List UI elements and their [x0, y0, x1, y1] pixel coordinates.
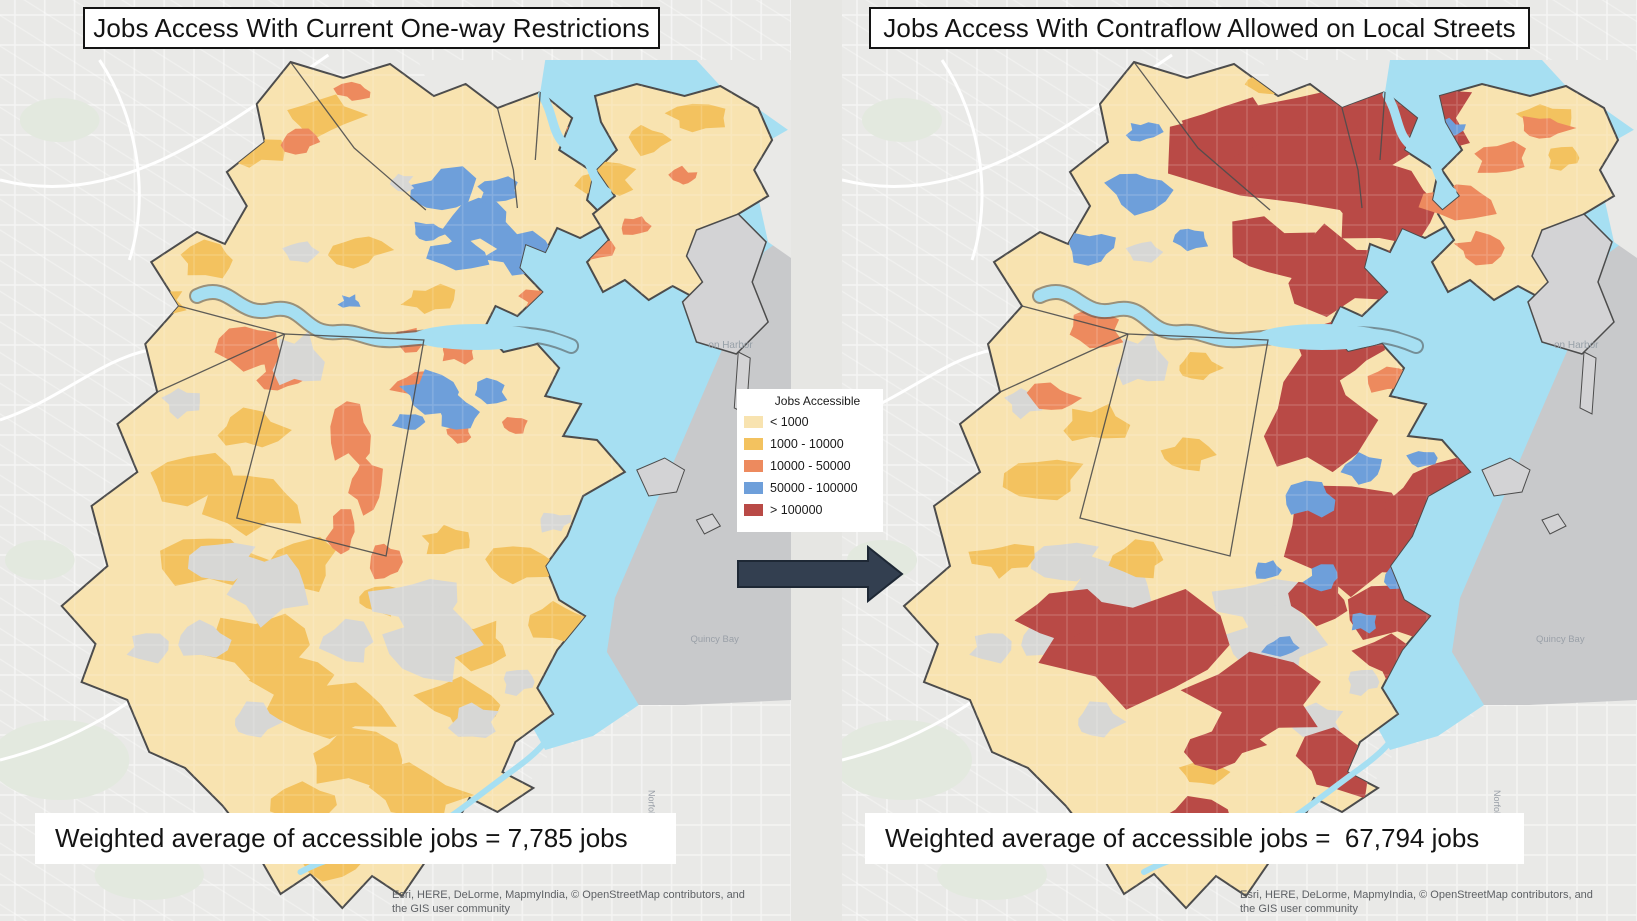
harbor-label: on Harbor [708, 340, 753, 351]
legend-label: > 100000 [770, 503, 823, 517]
map-right-canvas: on Harbor Quincy Bay Norfolk [842, 0, 1637, 921]
left-map-caption-text: Weighted average of accessible jobs = 7,… [55, 823, 628, 853]
legend-swatch [744, 460, 763, 472]
legend-row: 10000 - 50000 [744, 455, 877, 477]
legend-title: Jobs Accessible [774, 394, 861, 408]
right-map-attribution: Esri, HERE, DeLorme, MapmyIndia, © OpenS… [1240, 889, 1637, 916]
attribution-line: the GIS user community [392, 902, 510, 915]
norfolk-label: Norfolk [1492, 790, 1502, 819]
transition-arrow [735, 544, 905, 604]
harbor-label: on Harbor [1554, 340, 1599, 351]
attribution-line: the GIS user community [1240, 902, 1358, 915]
legend-swatch [744, 416, 763, 428]
left-map-caption: Weighted average of accessible jobs = 7,… [35, 813, 676, 864]
map-left: on Harbor Quincy Bay Norfolk [0, 0, 791, 921]
legend-swatch [744, 438, 763, 450]
right-arrow-icon [737, 544, 904, 604]
legend-label: 10000 - 50000 [770, 459, 851, 473]
map-left-canvas: on Harbor Quincy Bay Norfolk [0, 0, 791, 921]
right-map-title-text: Jobs Access With Contraflow Allowed on L… [883, 12, 1516, 43]
legend-label: < 1000 [770, 415, 809, 429]
map-svg-L: on Harbor Quincy Bay Norfolk [0, 0, 791, 921]
right-map-caption-text: Weighted average of accessible jobs = 67… [885, 823, 1480, 853]
left-map-title: Jobs Access With Current One-way Restric… [83, 7, 660, 49]
left-map-title-text: Jobs Access With Current One-way Restric… [93, 12, 650, 43]
legend-row: > 100000 [744, 499, 877, 521]
right-map-title: Jobs Access With Contraflow Allowed on L… [869, 7, 1530, 49]
norfolk-label: Norfolk [647, 790, 657, 819]
map-right: on Harbor Quincy Bay Norfolk [842, 0, 1637, 921]
quincy-bay-label: Quincy Bay [1536, 634, 1585, 645]
attribution-line: Esri, HERE, DeLorme, MapmyIndia, © OpenS… [1240, 889, 1593, 901]
left-map-attribution: Esri, HERE, DeLorme, MapmyIndia, © OpenS… [392, 889, 792, 916]
right-map-caption: Weighted average of accessible jobs = 67… [865, 813, 1524, 864]
legend: Jobs Accessible < 1000 1000 - 10000 10000 … [737, 389, 883, 532]
attribution-line: Esri, HERE, DeLorme, MapmyIndia, © OpenS… [392, 889, 745, 901]
legend-items: < 1000 1000 - 10000 10000 - 50000 50000 - 1… [744, 411, 877, 521]
legend-row: 1000 - 10000 [744, 433, 877, 455]
legend-row: < 1000 [744, 411, 877, 433]
legend-row: 50000 - 100000 [744, 477, 877, 499]
legend-swatch [744, 482, 763, 494]
legend-label: 50000 - 100000 [770, 481, 858, 495]
legend-label: 1000 - 10000 [770, 437, 844, 451]
legend-swatch [744, 504, 763, 516]
quincy-bay-label: Quincy Bay [691, 634, 740, 645]
map-svg-R: on Harbor Quincy Bay Norfolk [842, 0, 1637, 921]
